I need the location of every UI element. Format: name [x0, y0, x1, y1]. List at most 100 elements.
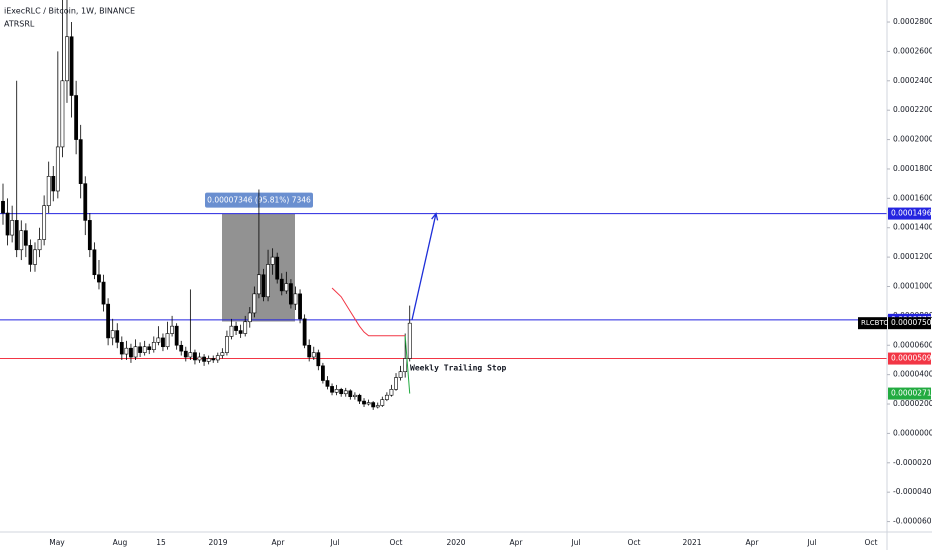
- candle-body: [394, 377, 398, 390]
- candle-body: [243, 321, 248, 334]
- candle-body: [257, 274, 261, 295]
- candle-body: [119, 342, 124, 355]
- x-tick-label: Oct: [390, 538, 403, 547]
- candle-body: [202, 356, 206, 362]
- x-tick-label: 2020: [446, 538, 465, 547]
- candle-body: [352, 394, 357, 397]
- candle-body: [206, 358, 211, 362]
- candle-body: [252, 293, 257, 314]
- candle-body: [19, 230, 24, 251]
- x-tick-label: Oct: [865, 538, 878, 547]
- candle-body: [225, 336, 229, 353]
- price-label: 0.00002712: [891, 389, 932, 398]
- projection-arrow: [411, 213, 437, 320]
- candle-body: [28, 245, 33, 265]
- symbol-label: RLCBTC: [861, 319, 888, 327]
- candle-body: [106, 303, 111, 339]
- candle-body: [247, 312, 252, 323]
- candle-body: [37, 239, 42, 251]
- projection-arrowhead: [431, 212, 439, 221]
- candle-body: [133, 346, 138, 358]
- candle-body: [10, 220, 15, 236]
- candle-body: [23, 230, 28, 246]
- y-tick-label: 0.00028000: [893, 17, 932, 26]
- last-price-label: 0.00007503: [891, 318, 932, 327]
- candle-body: [343, 390, 348, 395]
- candle-body: [220, 352, 225, 356]
- price-label: 0.00005095: [891, 354, 932, 363]
- candle-body: [51, 176, 56, 192]
- candle-body: [124, 347, 129, 355]
- candle-body: [238, 330, 243, 334]
- candle-body: [69, 36, 74, 96]
- candle-body: [289, 283, 293, 305]
- candle-body: [362, 400, 366, 405]
- candle-body: [115, 330, 120, 343]
- candle-body: [403, 358, 408, 373]
- candle-body: [74, 95, 79, 140]
- symbol-label-bg: [858, 317, 887, 330]
- candle-body: [270, 256, 275, 265]
- candle-body: [275, 256, 280, 280]
- x-tick-label: 15: [156, 538, 166, 547]
- candle-body: [298, 293, 302, 320]
- candle-body: [188, 352, 193, 358]
- candle-body: [407, 322, 412, 359]
- candle-body: [302, 318, 307, 346]
- x-tick-label: Oct: [628, 538, 641, 547]
- candle-body: [14, 220, 19, 251]
- candle-body: [142, 346, 147, 353]
- candle-body: [229, 325, 234, 337]
- candle-body: [311, 352, 316, 358]
- candle-body: [60, 80, 65, 148]
- candle-body: [389, 389, 394, 396]
- price-label-bg: [888, 387, 931, 400]
- candle-body: [151, 342, 156, 350]
- candle-body: [266, 264, 270, 298]
- indicator-name: ATRSRL: [4, 20, 35, 29]
- candle-body: [325, 380, 330, 387]
- candle-body: [320, 365, 325, 381]
- trailing-stop-line: [404, 335, 411, 394]
- candle-body: [179, 344, 184, 352]
- x-tick-label: Jul: [570, 538, 580, 547]
- candle-body: [1, 200, 5, 214]
- candle-body: [147, 346, 152, 350]
- x-tick-label: Jul: [806, 538, 816, 547]
- candle-body: [334, 389, 339, 393]
- last-price-bg: [888, 317, 931, 330]
- candle-body: [183, 350, 188, 358]
- candle-body: [101, 281, 106, 305]
- candle-body: [197, 356, 202, 361]
- candle-body: [42, 205, 47, 240]
- candle-body: [156, 337, 161, 343]
- candle-body: [46, 176, 51, 206]
- price-label-bg: [888, 352, 931, 365]
- x-tick-label: 2021: [682, 538, 701, 547]
- candle-body: [261, 274, 266, 298]
- candle-body: [110, 330, 115, 339]
- candle-body: [92, 249, 97, 276]
- candle-body: [5, 212, 10, 236]
- x-tick-label: Aug: [113, 538, 128, 547]
- candle-body: [348, 390, 353, 397]
- candle-body: [293, 293, 298, 305]
- x-tick-label: Apr: [272, 538, 286, 547]
- candle-body: [375, 405, 380, 408]
- price-label-bg: [888, 207, 931, 220]
- candle-body: [129, 347, 133, 358]
